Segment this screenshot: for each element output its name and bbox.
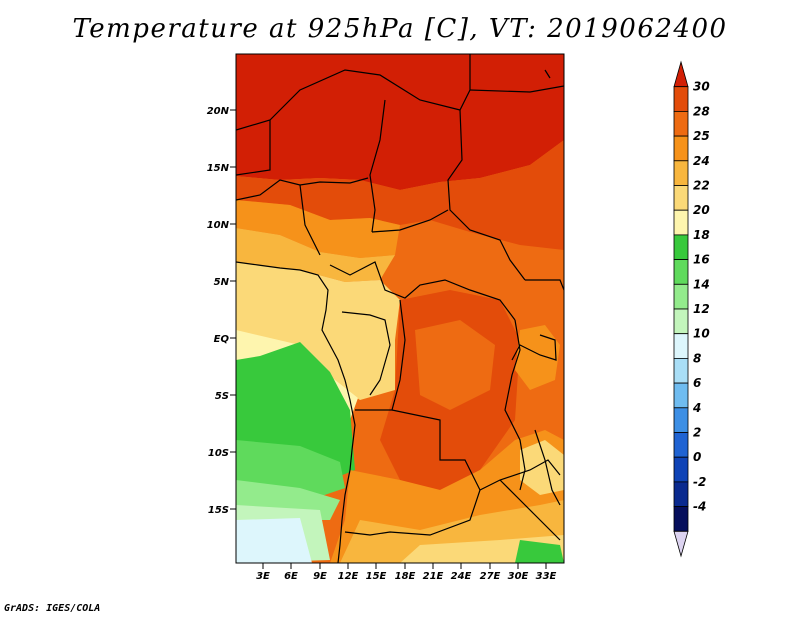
lat-labels: 20N 15N 10N 5N EQ 5S 10S 15S bbox=[207, 106, 230, 516]
colorbar-swatch bbox=[673, 357, 689, 384]
lat-label: 15N bbox=[207, 163, 230, 174]
lon-label: 18E bbox=[395, 571, 416, 582]
colorbar-label: 16 bbox=[693, 253, 710, 267]
colorbar-swatch bbox=[673, 60, 689, 88]
lon-label: 33E bbox=[536, 571, 557, 582]
colorbar-label: 14 bbox=[693, 277, 710, 291]
colorbar-swatch bbox=[673, 333, 689, 359]
lat-label: 10S bbox=[208, 448, 229, 459]
colorbar-label: 0 bbox=[693, 450, 701, 464]
lon-label: 21E bbox=[423, 571, 444, 582]
colorbar-swatch bbox=[673, 86, 689, 112]
footer-credit: GrADS: IGES/COLA bbox=[4, 603, 101, 614]
lon-label: 3E bbox=[256, 571, 270, 582]
map-title: Temperature at 925hPa [C], VT: 201906240… bbox=[72, 14, 728, 44]
colorbar-swatch bbox=[673, 160, 689, 186]
lon-label: 24E bbox=[451, 571, 472, 582]
lat-label: EQ bbox=[214, 334, 230, 345]
colorbar-label: 20 bbox=[693, 203, 710, 217]
colorbar-swatch bbox=[673, 135, 689, 162]
colorbar-label: 4 bbox=[692, 401, 701, 415]
colorbar-label: 12 bbox=[693, 302, 710, 316]
colorbar-swatch bbox=[673, 283, 689, 310]
colorbar-label: 28 bbox=[693, 104, 710, 118]
colorbar-label: 25 bbox=[693, 129, 710, 143]
lat-label: 15S bbox=[208, 505, 229, 516]
map-frame bbox=[235, 53, 565, 564]
colorbar-swatch bbox=[673, 111, 689, 137]
colorbar-swatch bbox=[673, 234, 689, 260]
lon-label: 15E bbox=[366, 571, 387, 582]
colorbar-swatch bbox=[673, 209, 689, 236]
colorbar-swatch bbox=[673, 432, 689, 458]
lat-label: 5S bbox=[215, 391, 229, 402]
colorbar-label: 18 bbox=[693, 228, 710, 242]
temperature-field bbox=[236, 54, 564, 563]
colorbar-swatch bbox=[673, 506, 689, 532]
colorbar-swatch bbox=[673, 259, 689, 285]
colorbar-label: 6 bbox=[693, 376, 701, 390]
lon-label: 27E bbox=[480, 571, 501, 582]
country-borders bbox=[236, 54, 564, 563]
colorbar-label: 10 bbox=[693, 327, 710, 341]
lat-label: 10N bbox=[207, 220, 230, 231]
colorbar-label: -2 bbox=[693, 475, 706, 489]
lat-label: 20N bbox=[207, 106, 230, 117]
lon-label: 12E bbox=[338, 571, 359, 582]
colorbar-label: 8 bbox=[693, 351, 701, 365]
lon-label: 9E bbox=[313, 571, 327, 582]
colorbar-label: 24 bbox=[693, 154, 710, 168]
lat-label: 5N bbox=[214, 277, 230, 288]
lon-label: 30E bbox=[508, 571, 529, 582]
colorbar-swatch bbox=[673, 185, 689, 211]
colorbar-label: 2 bbox=[693, 426, 701, 440]
colorbar-swatch bbox=[673, 308, 689, 335]
lat-axis bbox=[230, 109, 236, 510]
lon-label: 6E bbox=[284, 571, 298, 582]
colorbar-swatch bbox=[673, 481, 689, 507]
lon-axis bbox=[262, 563, 547, 569]
colorbar-swatch bbox=[673, 456, 689, 483]
lon-labels: 3E 6E 9E 12E 15E 18E 21E 24E 27E 30E 33E bbox=[256, 571, 556, 582]
colorbar-swatch bbox=[673, 407, 689, 433]
colorbar-label: 30 bbox=[693, 80, 710, 94]
colorbar-swatch bbox=[673, 382, 689, 409]
colorbar-label: -4 bbox=[693, 500, 706, 514]
colorbar-label: 22 bbox=[693, 179, 710, 193]
colorbar-swatch bbox=[673, 530, 689, 558]
